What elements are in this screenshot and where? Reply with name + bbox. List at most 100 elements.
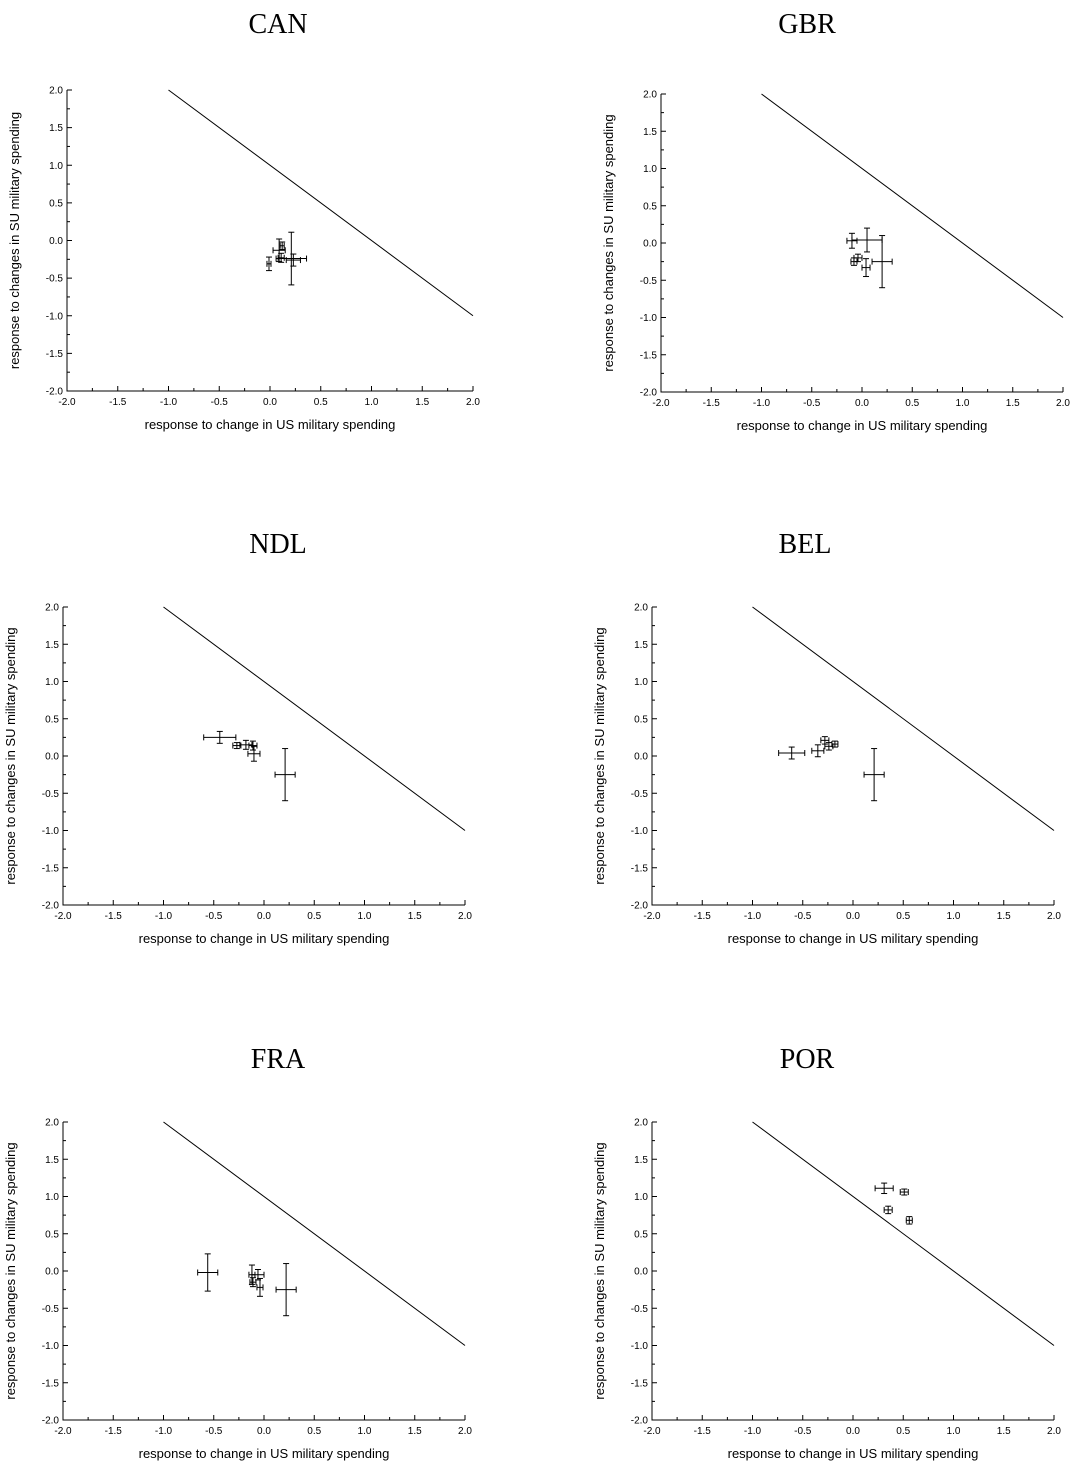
x-tick-label: 0.0 bbox=[263, 397, 277, 408]
axes-frame bbox=[62, 1122, 465, 1421]
data-point bbox=[275, 231, 308, 286]
chart-panel-can: CAN -2.0 -1.5 -1.0 -0.5 0.0 0.5 1.0 1.5 2.0 -2.0 -1… bbox=[7, 9, 480, 432]
data-point bbox=[279, 241, 286, 251]
y-tick-label: 1.5 bbox=[49, 123, 63, 134]
y-tick-label: 0.0 bbox=[634, 752, 648, 763]
data-point bbox=[851, 227, 883, 253]
x-tick-label: -1.5 bbox=[694, 911, 712, 922]
chart-title: POR bbox=[780, 1044, 835, 1075]
x-tick-label: -2.0 bbox=[652, 398, 670, 409]
data-point bbox=[256, 1277, 264, 1297]
x-tick-label: 1.5 bbox=[997, 1426, 1011, 1437]
y-tick-label: -1.5 bbox=[631, 863, 649, 874]
x-tick-label: -1.0 bbox=[155, 1426, 173, 1437]
data-point bbox=[863, 748, 885, 802]
y-tick-label: -0.5 bbox=[631, 789, 649, 800]
data-point bbox=[871, 235, 893, 289]
y-tick-label: 1.0 bbox=[634, 1192, 648, 1203]
data-point bbox=[247, 745, 261, 762]
data-point bbox=[248, 740, 258, 751]
x-axis-label: response to change in US military spendi… bbox=[728, 931, 979, 946]
axes-frame bbox=[660, 94, 1063, 393]
x-tick-label: -1.0 bbox=[753, 398, 771, 409]
chart-panel-bel: BEL -2.0 -1.5 -1.0 -0.5 0.0 0.5 1.0 1.5 2.0 -2.0 -1… bbox=[592, 529, 1061, 946]
y-tick-label: 0.0 bbox=[45, 752, 59, 763]
y-tick-label: -1.0 bbox=[42, 1341, 60, 1352]
data-point bbox=[811, 744, 825, 758]
y-axis-label: response to changes in SU military spend… bbox=[601, 114, 616, 371]
y-tick-label: 1.5 bbox=[634, 640, 648, 651]
chart-title: CAN bbox=[248, 9, 307, 40]
y-axis-label: response to changes in SU military spend… bbox=[592, 1142, 607, 1399]
x-tick-label: -1.5 bbox=[694, 1426, 712, 1437]
x-tick-label: 1.5 bbox=[408, 1426, 422, 1437]
x-tick-label: 0.0 bbox=[257, 1426, 271, 1437]
x-tick-label: 1.0 bbox=[358, 1426, 372, 1437]
x-axis-label: response to change in US military spendi… bbox=[728, 1446, 979, 1461]
data-point bbox=[265, 256, 272, 272]
y-tick-label: -1.0 bbox=[42, 826, 60, 837]
x-tick-label: -1.0 bbox=[160, 397, 178, 408]
data-point bbox=[239, 739, 253, 750]
chart-title: FRA bbox=[251, 1044, 306, 1075]
x-tick-label: -2.0 bbox=[54, 911, 72, 922]
x-axis-label: response to change in US military spendi… bbox=[139, 1446, 390, 1461]
y-axis-label: response to changes in SU military spend… bbox=[592, 627, 607, 884]
y-tick-label: 2.0 bbox=[49, 86, 63, 97]
chart-title: BEL bbox=[779, 529, 832, 560]
reference-line bbox=[163, 606, 466, 831]
y-tick-label: -1.5 bbox=[631, 1378, 649, 1389]
y-tick-label: -2.0 bbox=[42, 901, 60, 912]
data-point bbox=[831, 740, 839, 748]
y-tick-label: -2.0 bbox=[631, 901, 649, 912]
y-tick-label: 0.5 bbox=[45, 714, 59, 725]
y-tick-label: 2.0 bbox=[634, 603, 648, 614]
x-tick-label: 0.0 bbox=[257, 911, 271, 922]
y-axis-label: response to changes in SU military spend… bbox=[7, 112, 22, 369]
x-tick-label: 0.0 bbox=[855, 398, 869, 409]
x-tick-label: -1.0 bbox=[155, 911, 173, 922]
x-tick-label: 0.5 bbox=[307, 911, 321, 922]
x-tick-label: 1.5 bbox=[415, 397, 429, 408]
y-tick-label: 0.5 bbox=[634, 714, 648, 725]
axes-frame bbox=[651, 607, 1054, 906]
y-tick-label: -0.5 bbox=[631, 1304, 649, 1315]
x-tick-label: 1.0 bbox=[947, 911, 961, 922]
x-tick-label: 2.0 bbox=[1056, 398, 1070, 409]
y-tick-label: 1.0 bbox=[634, 677, 648, 688]
x-tick-label: 2.0 bbox=[466, 397, 480, 408]
x-tick-label: 1.0 bbox=[947, 1426, 961, 1437]
x-tick-label: -0.5 bbox=[205, 1426, 223, 1437]
chart-title: GBR bbox=[778, 9, 836, 40]
x-tick-label: 1.5 bbox=[408, 911, 422, 922]
y-tick-label: 0.0 bbox=[634, 1267, 648, 1278]
x-tick-label: -1.5 bbox=[109, 397, 127, 408]
y-tick-label: 0.5 bbox=[45, 1229, 59, 1240]
y-tick-label: 1.0 bbox=[643, 164, 657, 175]
x-tick-label: 0.0 bbox=[846, 1426, 860, 1437]
x-tick-label: -1.0 bbox=[744, 911, 762, 922]
y-tick-label: 0.0 bbox=[49, 236, 63, 247]
data-point bbox=[203, 730, 237, 744]
chart-title: NDL bbox=[249, 529, 307, 560]
x-tick-label: 0.5 bbox=[905, 398, 919, 409]
data-point bbox=[899, 1188, 909, 1196]
x-tick-label: 1.5 bbox=[997, 911, 1011, 922]
y-tick-label: -0.5 bbox=[42, 1304, 60, 1315]
data-point bbox=[778, 746, 806, 760]
y-tick-label: -1.5 bbox=[640, 350, 658, 361]
axes-frame bbox=[66, 90, 473, 392]
x-tick-label: -0.5 bbox=[794, 1426, 812, 1437]
y-tick-label: -1.0 bbox=[631, 1341, 649, 1352]
x-tick-label: -1.5 bbox=[105, 911, 123, 922]
x-tick-label: 0.5 bbox=[896, 1426, 910, 1437]
y-tick-label: 0.0 bbox=[643, 239, 657, 250]
x-tick-label: -1.5 bbox=[703, 398, 721, 409]
chart-panel-gbr: GBR -2.0 -1.5 -1.0 -0.5 0.0 0.5 1.0 1.5 2.0 -2.0 -1… bbox=[601, 9, 1070, 433]
y-tick-label: -1.5 bbox=[42, 1378, 60, 1389]
data-point bbox=[874, 1182, 894, 1195]
y-axis-label: response to changes in SU military spend… bbox=[3, 1142, 18, 1399]
x-tick-label: -0.5 bbox=[205, 911, 223, 922]
y-tick-label: 0.0 bbox=[45, 1267, 59, 1278]
